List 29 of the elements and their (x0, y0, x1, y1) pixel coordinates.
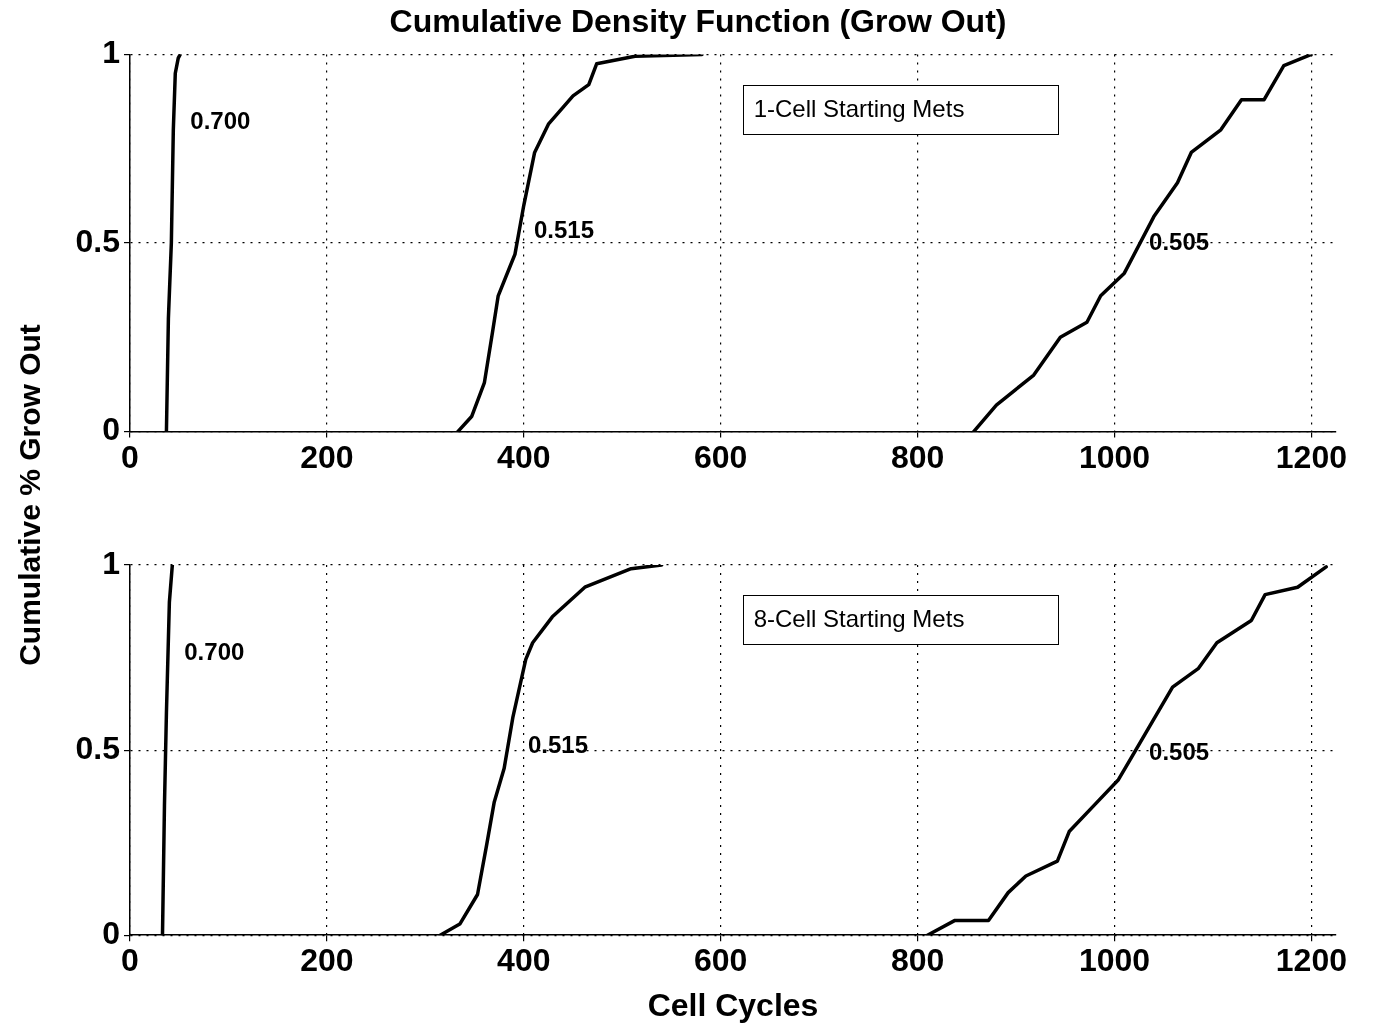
x-tick-label: 800 (890, 438, 945, 475)
y-tick-label: 0 (102, 915, 120, 952)
x-tick-label: 600 (694, 438, 748, 475)
x-tick-label: 1000 (1078, 438, 1151, 475)
annotation: 0.515 (527, 731, 589, 759)
label-box: 1-Cell Starting Mets (742, 84, 1059, 135)
x-tick-label: 200 (300, 942, 354, 979)
annotation: 0.515 (534, 216, 595, 244)
y-tick-label: 0.5 (75, 222, 120, 259)
y-tick-label: 1 (102, 544, 120, 581)
x-tick-label: 600 (694, 942, 748, 979)
x-tick-label: 1200 (1275, 942, 1347, 979)
y-axis-title: Cumulative % Grow Out (13, 324, 47, 666)
x-tick-label: 1000 (1078, 942, 1151, 979)
chart-title: Cumulative Density Function (Grow Out) (389, 3, 1007, 40)
x-tick-label: 400 (497, 942, 551, 979)
x-tick-label: 400 (497, 438, 551, 475)
annotation: 0.505 (1149, 227, 1210, 255)
x-tick-label: 1200 (1275, 438, 1347, 475)
annotation: 0.505 (1149, 738, 1210, 766)
y-tick-label: 0.5 (75, 729, 120, 766)
y-tick-label: 0 (102, 411, 120, 448)
x-axis-title: Cell Cycles (647, 986, 819, 1023)
annotation: 0.700 (190, 106, 251, 134)
x-tick-label: 200 (300, 438, 354, 475)
label-box: 8-Cell Starting Mets (742, 594, 1059, 645)
y-tick-label: 1 (102, 34, 120, 71)
x-tick-label: 800 (890, 942, 945, 979)
annotation: 0.700 (184, 638, 245, 666)
